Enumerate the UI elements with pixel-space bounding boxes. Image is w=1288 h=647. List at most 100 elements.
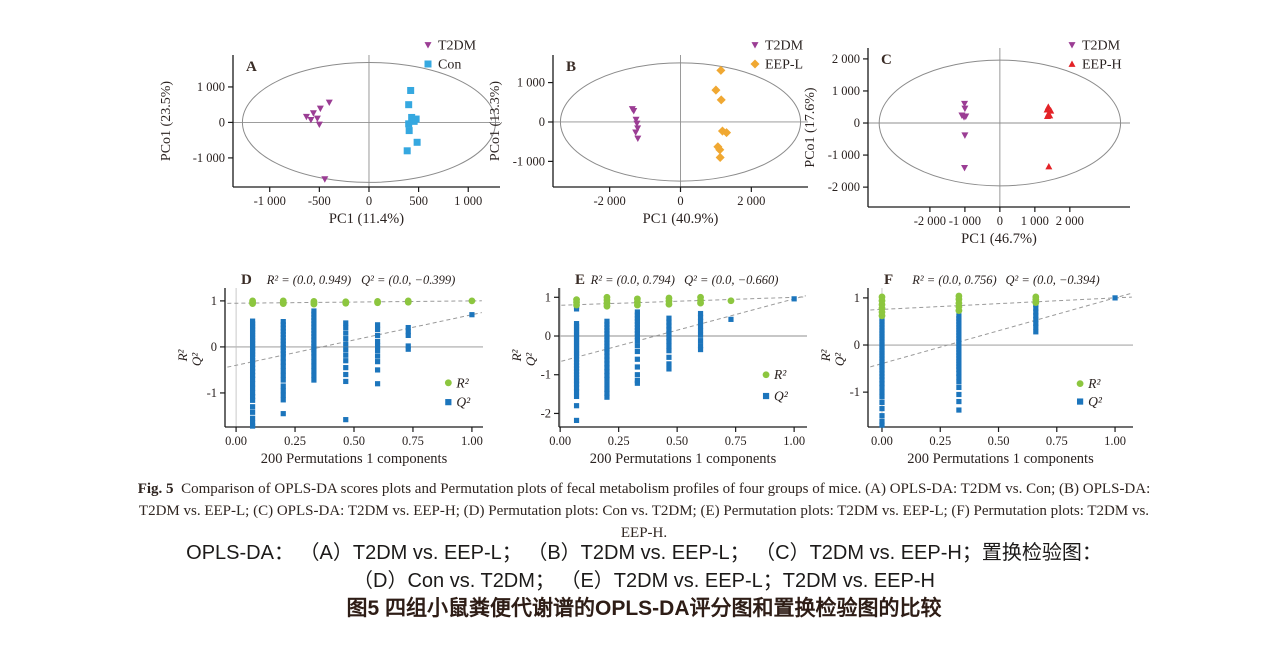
svg-text:-1: -1 (850, 385, 860, 399)
svg-text:2 000: 2 000 (1056, 214, 1084, 228)
svg-text:0.00: 0.00 (225, 434, 247, 448)
svg-text:200 Permutations 1 components: 200 Permutations 1 components (590, 451, 777, 467)
svg-text:200 Permutations 1 components: 200 Permutations 1 components (261, 451, 448, 467)
svg-text:-1 000: -1 000 (254, 194, 286, 208)
svg-text:0.25: 0.25 (608, 434, 630, 448)
svg-text:R²: R² (509, 348, 524, 362)
svg-text:0.50: 0.50 (343, 434, 365, 448)
svg-text:0.00: 0.00 (871, 434, 893, 448)
svg-text:A: A (246, 59, 257, 75)
svg-text:0.50: 0.50 (988, 434, 1010, 448)
svg-text:0: 0 (854, 116, 860, 130)
svg-text:R² = (0.0, 0.756): R² = (0.0, 0.756) (911, 273, 996, 287)
svg-text:0: 0 (219, 115, 225, 129)
permutation-plot-panel-f: 0.00 0.25 0.50 0.75 1.00 -1 0 1 200 Permutations… (818, 272, 1133, 467)
svg-text:-1: -1 (207, 386, 217, 400)
svg-text:1.00: 1.00 (783, 434, 805, 448)
svg-text:EEP-L: EEP-L (765, 58, 803, 73)
svg-text:EEP-H: EEP-H (1082, 58, 1122, 73)
svg-text:C: C (881, 52, 892, 68)
svg-text:Q²: Q² (523, 352, 538, 366)
svg-text:T2DM: T2DM (765, 39, 804, 54)
svg-text:Q²: Q² (1088, 394, 1103, 409)
svg-text:1 000: 1 000 (454, 194, 482, 208)
svg-text:-1: -1 (541, 368, 551, 382)
svg-text:R²: R² (175, 348, 190, 362)
svg-text:Q² = (0.0, −0.394): Q² = (0.0, −0.394) (1006, 273, 1100, 287)
svg-text:0.50: 0.50 (666, 434, 688, 448)
svg-text:PC1 (46.7%): PC1 (46.7%) (961, 231, 1037, 247)
svg-text:R² = (0.0, 0.794): R² = (0.0, 0.794) (590, 273, 675, 287)
svg-text:PCo1 (23.5%): PCo1 (23.5%) (159, 81, 174, 161)
svg-text:R²: R² (773, 367, 787, 382)
svg-text:1: 1 (545, 290, 551, 304)
svg-text:R²: R² (1087, 376, 1101, 391)
svg-text:2 000: 2 000 (832, 52, 860, 66)
svg-text:PC1 (40.9%): PC1 (40.9%) (643, 211, 719, 227)
svg-text:1 000: 1 000 (517, 76, 545, 90)
chinese-caption-line-1: OPLS-DA： （A）T2DM vs. EEP-L； （B）T2DM vs. … (186, 542, 1102, 564)
svg-text:1 000: 1 000 (832, 84, 860, 98)
svg-text:0.25: 0.25 (284, 434, 306, 448)
svg-text:F: F (884, 272, 893, 288)
svg-text:1.00: 1.00 (1104, 434, 1126, 448)
chinese-figure-title: 图5 四组小鼠粪便代谢谱的OPLS-DA评分图和置换检验图的比较 (346, 597, 942, 620)
svg-text:1 000: 1 000 (1021, 214, 1049, 228)
svg-text:0.75: 0.75 (725, 434, 747, 448)
svg-text:-1 000: -1 000 (828, 148, 860, 162)
svg-text:0.25: 0.25 (929, 434, 951, 448)
svg-text:0: 0 (545, 329, 551, 343)
svg-text:1: 1 (211, 294, 217, 308)
svg-text:2 000: 2 000 (737, 194, 765, 208)
svg-text:1 000: 1 000 (197, 80, 225, 94)
svg-text:1.00: 1.00 (461, 434, 483, 448)
svg-text:-2 000: -2 000 (914, 214, 946, 228)
svg-text:Q²: Q² (456, 395, 471, 410)
svg-text:-2: -2 (541, 406, 551, 420)
svg-text:T2DM: T2DM (438, 39, 477, 54)
svg-text:0.00: 0.00 (549, 434, 571, 448)
svg-text:500: 500 (409, 194, 428, 208)
svg-text:Q² = (0.0, −0.660): Q² = (0.0, −0.660) (684, 273, 778, 287)
figure-number-label: Fig. 5 (137, 481, 174, 497)
svg-text:-500: -500 (308, 194, 331, 208)
permutation-plot-panel-e: 0.00 0.25 0.50 0.75 1.00 -2 -1 0 1 200 Permutatio… (509, 272, 807, 467)
figure-caption-text: Comparison of OPLS-DA scores plots and P… (138, 481, 1151, 541)
figure-caption-english: Fig. 5 Comparison of OPLS-DA scores plot… (129, 479, 1159, 544)
svg-text:Q²: Q² (774, 389, 789, 404)
svg-text:0.75: 0.75 (402, 434, 424, 448)
svg-text:D: D (241, 272, 252, 288)
svg-text:B: B (566, 59, 576, 75)
svg-text:0: 0 (997, 214, 1003, 228)
svg-text:0.75: 0.75 (1046, 434, 1068, 448)
svg-text:-2 000: -2 000 (828, 180, 860, 194)
svg-text:-1 000: -1 000 (193, 151, 225, 165)
svg-text:Con: Con (438, 58, 461, 73)
svg-text:-2 000: -2 000 (594, 194, 626, 208)
svg-text:0: 0 (854, 338, 860, 352)
scores-plot-panel-a: -1 000 -500 0 500 1 000 -1 000 0 1 000 PC1 (11.4… (159, 39, 500, 227)
svg-text:Q² = (0.0, −0.399): Q² = (0.0, −0.399) (361, 273, 455, 287)
svg-text:0: 0 (677, 194, 683, 208)
svg-text:0: 0 (211, 340, 217, 354)
svg-text:PC1 (11.4%): PC1 (11.4%) (329, 211, 404, 227)
svg-text:Q²: Q² (189, 352, 204, 366)
svg-text:PCo1 (17.6%): PCo1 (17.6%) (803, 87, 818, 167)
svg-text:E: E (575, 272, 585, 288)
svg-text:0: 0 (539, 115, 545, 129)
svg-text:PCo1 (13.3%): PCo1 (13.3%) (488, 81, 503, 161)
svg-text:T2DM: T2DM (1082, 39, 1121, 54)
svg-text:1: 1 (854, 291, 860, 305)
svg-text:R² = (0.0, 0.949): R² = (0.0, 0.949) (266, 273, 351, 287)
svg-text:R²: R² (818, 348, 833, 362)
permutation-plot-panel-d: 0.00 0.25 0.50 0.75 1.00 -1 0 1 200 Permutations… (175, 272, 483, 467)
svg-text:R²: R² (455, 375, 469, 390)
svg-text:200 Permutations 1 components: 200 Permutations 1 components (907, 451, 1094, 467)
svg-text:Q²: Q² (832, 352, 847, 366)
svg-text:-1 000: -1 000 (513, 154, 545, 168)
chinese-caption-line-2: （D）Con vs. T2DM； （E）T2DM vs. EEP-L；T2DM … (353, 570, 935, 592)
svg-text:-1 000: -1 000 (949, 214, 981, 228)
svg-text:0: 0 (366, 194, 372, 208)
